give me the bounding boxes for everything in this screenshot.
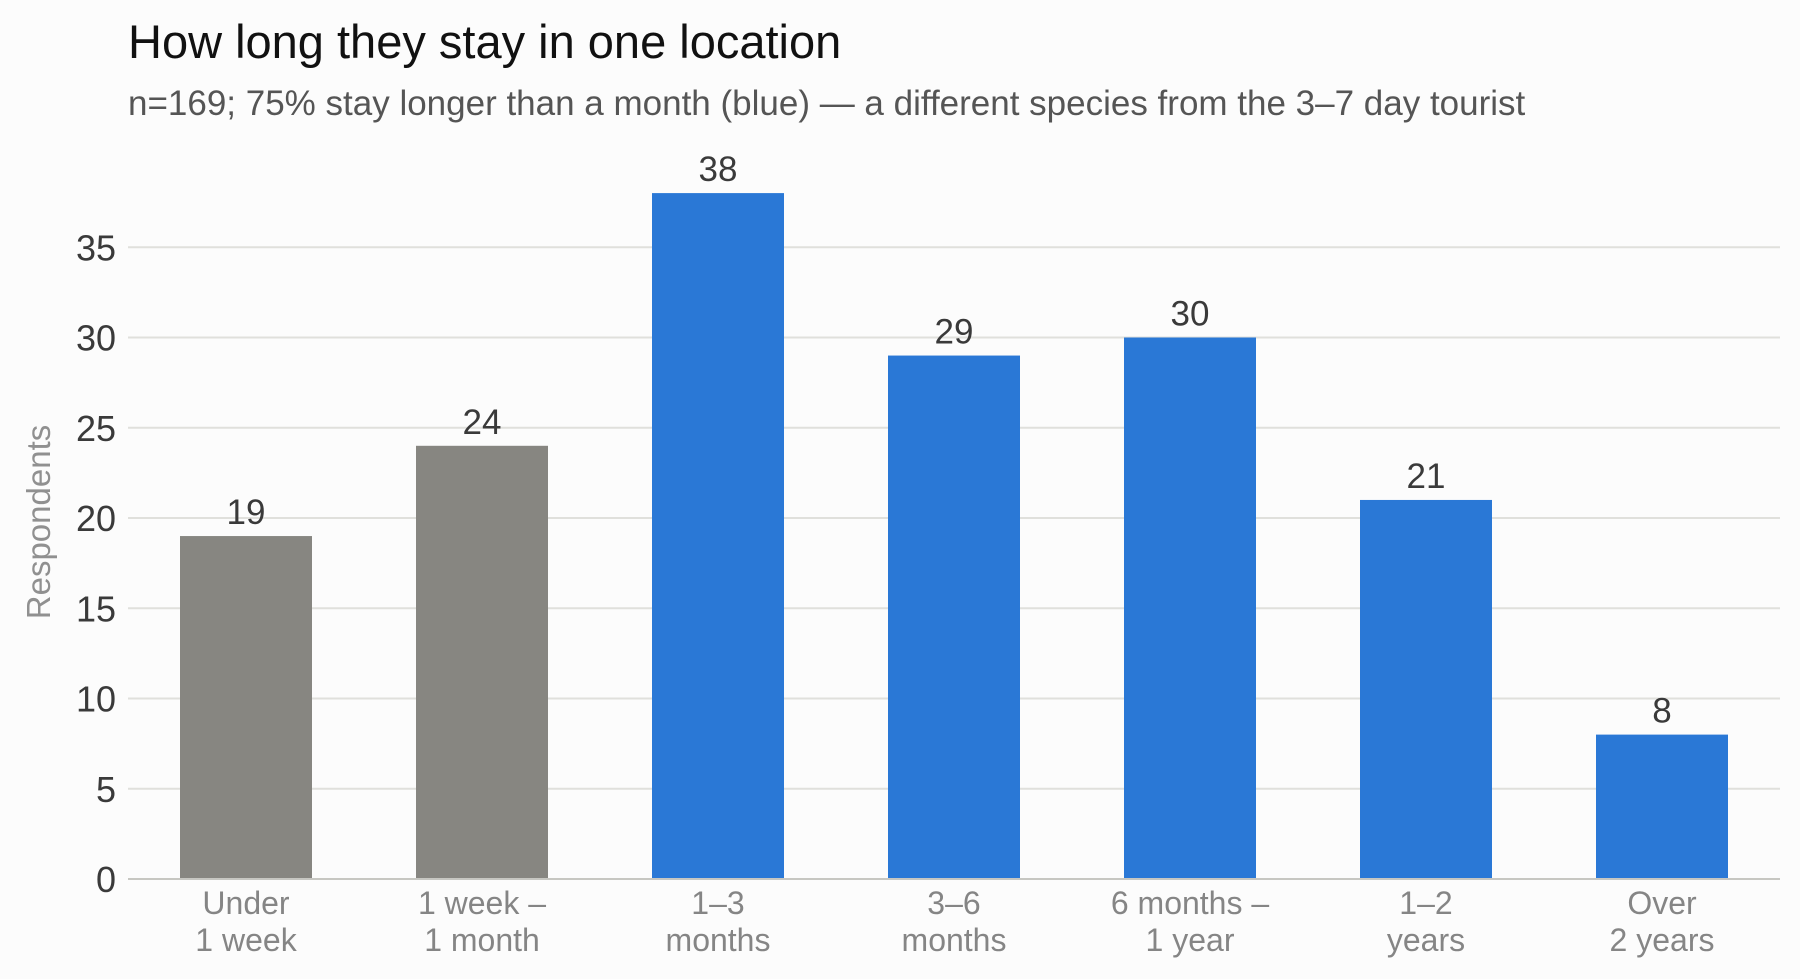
chart-subtitle: n=169; 75% stay longer than a month (blu…: [128, 84, 1526, 123]
y-tick-label-15: 15: [76, 588, 116, 629]
bar-7: [1596, 734, 1728, 879]
category-label-3-line-1: 1–3: [691, 885, 744, 921]
y-tick-label-35: 35: [76, 227, 116, 268]
value-label-3: 38: [699, 150, 738, 189]
category-label-6-line-2: years: [1387, 922, 1465, 958]
category-label-3-line-2: months: [666, 922, 771, 958]
category-label-5-line-1: 6 months –: [1111, 885, 1270, 921]
value-label-4: 29: [935, 313, 974, 352]
bar-4: [888, 355, 1020, 879]
category-label-2-line-2: 1 month: [424, 922, 540, 958]
chart-title: How long they stay in one location: [128, 15, 842, 68]
y-tick-label-5: 5: [96, 769, 116, 810]
category-label-4-line-2: months: [902, 922, 1007, 958]
category-label-5-line-2: 1 year: [1146, 922, 1235, 958]
category-label-1-line-1: Under: [202, 885, 290, 921]
category-label-7-line-1: Over: [1627, 885, 1697, 921]
y-tick-label-30: 30: [76, 318, 116, 359]
value-label-7: 8: [1652, 692, 1671, 731]
category-label-7-line-2: 2 years: [1610, 922, 1715, 958]
category-label-2-line-1: 1 week –: [418, 885, 546, 921]
bar-6: [1360, 499, 1492, 879]
y-tick-label-25: 25: [76, 408, 116, 449]
y-axis-title: Respondents: [20, 425, 57, 619]
category-label-1-line-2: 1 week: [195, 922, 297, 958]
value-label-2: 24: [463, 403, 502, 442]
y-tick-label-0: 0: [96, 859, 116, 900]
category-label-4-line-1: 3–6: [927, 885, 980, 921]
bar-2: [416, 445, 548, 879]
value-label-1: 19: [227, 493, 266, 532]
y-tick-label-10: 10: [76, 679, 116, 720]
y-tick-label-20: 20: [76, 498, 116, 539]
bar-3: [652, 193, 784, 880]
bar-5: [1124, 337, 1256, 879]
axes: 0 5 10 15 20 25 30 35 Respondents: [20, 227, 1780, 900]
value-label-6: 21: [1407, 457, 1446, 496]
bar-1: [180, 536, 312, 879]
category-label-6-line-1: 1–2: [1399, 885, 1452, 921]
value-label-5: 30: [1171, 295, 1210, 334]
bars: [180, 193, 1728, 880]
